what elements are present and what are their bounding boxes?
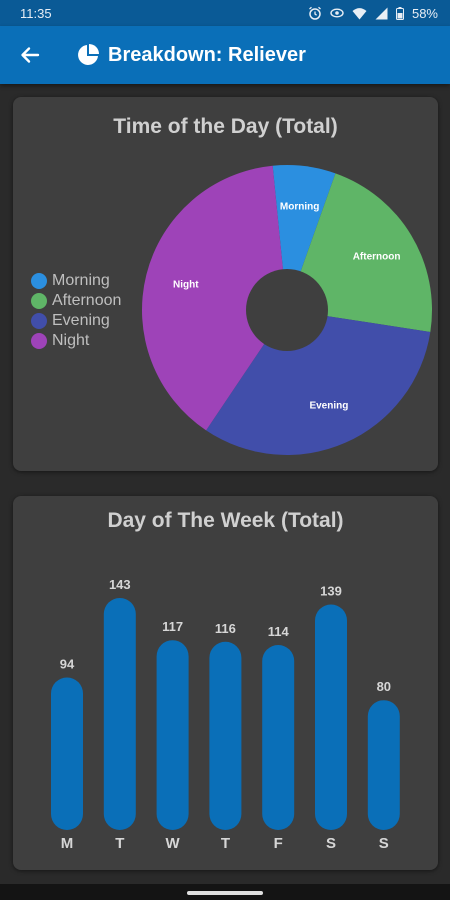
bar-value-label-thu: 116 — [215, 621, 236, 636]
alarm-icon — [309, 6, 321, 20]
day-of-week-bar-chart: 94 M 143 T 117 W 116 T 114 F 139 S 80 S — [51, 577, 400, 852]
bar-fri[interactable] — [262, 645, 295, 830]
legend-item-afternoon: Afternoon — [31, 291, 121, 311]
wifi-icon — [352, 7, 367, 19]
bar-value-label-sun: 80 — [377, 679, 391, 694]
bar-value-label-wed: 117 — [162, 619, 183, 634]
bar-value-label-tue: 143 — [109, 577, 131, 592]
status-icons: 58% — [308, 6, 438, 21]
battery-percent: 58% — [411, 5, 438, 21]
home-handle[interactable] — [187, 891, 263, 895]
bar-day-label-mon: M — [61, 835, 74, 852]
battery-icon — [395, 6, 404, 20]
legend-dot-night — [31, 333, 47, 349]
time-of-day-title: Time of the Day (Total) — [113, 115, 338, 138]
pie-center-hole — [246, 269, 328, 351]
arrow-left-icon — [21, 47, 40, 63]
pie-label-afternoon: Afternoon — [353, 251, 401, 262]
pie-legend: Morning Afternoon Evening Night — [31, 271, 121, 351]
bar-day-label-wed: W — [166, 835, 181, 852]
status-time: 11:35 — [20, 5, 52, 21]
time-of-day-pie-chart: Morning Afternoon Evening Night — [141, 164, 433, 456]
time-of-day-card: Time of the Day (Total) Morning Afternoon… — [13, 97, 438, 471]
bar-tue[interactable] — [103, 598, 136, 830]
legend-label-night: Night — [52, 332, 90, 349]
legend-item-night: Night — [31, 331, 121, 351]
bar-thu[interactable] — [209, 641, 242, 830]
bar-wed[interactable] — [156, 640, 189, 830]
legend-label-morning: Morning — [52, 272, 110, 289]
status-bar: 11:35 58% — [0, 0, 450, 26]
pie-label-evening: Evening — [309, 401, 348, 412]
day-of-week-title: Day of The Week (Total) — [107, 509, 344, 532]
page-title: Breakdown: Reliever — [108, 43, 306, 66]
legend-item-morning: Morning — [31, 271, 121, 291]
bar-day-label-sun: S — [379, 835, 389, 852]
legend-item-evening: Evening — [31, 311, 121, 331]
pie-slice-night[interactable] — [141, 165, 287, 431]
app-bar: Breakdown: Reliever — [0, 26, 450, 84]
bar-sun[interactable] — [367, 700, 400, 830]
legend-dot-afternoon — [31, 293, 47, 309]
bar-sat[interactable] — [315, 604, 347, 831]
pie-label-night: Night — [173, 280, 199, 291]
legend-dot-morning — [31, 273, 47, 289]
bar-value-label-sat: 139 — [320, 584, 342, 599]
pie-slice-evening[interactable] — [206, 310, 431, 456]
bar-value-label-fri: 114 — [268, 624, 290, 639]
bar-day-label-thu: T — [221, 835, 230, 852]
legend-label-evening: Evening — [52, 312, 110, 329]
legend-dot-evening — [31, 313, 47, 329]
bar-day-label-fri: F — [274, 835, 283, 852]
bar-day-label-sat: S — [326, 835, 336, 852]
bar-value-label-mon: 94 — [60, 657, 75, 672]
navigation-bar — [0, 884, 450, 900]
day-of-week-card: Day of The Week (Total) 94 M 143 T 117 W 116 T 1… — [13, 496, 438, 870]
bar-mon[interactable] — [51, 677, 83, 831]
back-button[interactable] — [16, 41, 44, 69]
bar-day-label-tue: T — [115, 835, 124, 852]
pie-logo-icon — [78, 44, 99, 65]
signal-icon — [375, 7, 388, 19]
legend-label-afternoon: Afternoon — [52, 292, 122, 309]
pie-label-morning: Morning — [280, 201, 319, 212]
eye-icon — [330, 8, 344, 18]
